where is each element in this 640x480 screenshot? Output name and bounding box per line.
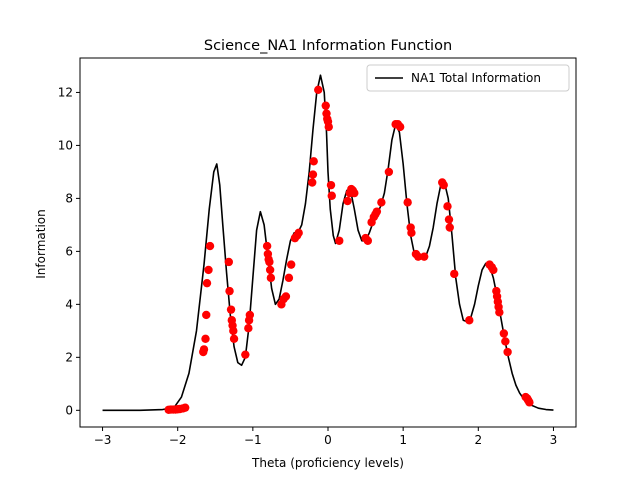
x-tick-label: 0 (324, 433, 332, 447)
scatter-point (395, 122, 405, 132)
y-tick-label: 12 (58, 85, 73, 99)
scatter-point (308, 170, 318, 179)
x-tick-label: 1 (399, 433, 407, 447)
scatter-point (309, 157, 318, 166)
scatter-point (266, 273, 276, 283)
scatter-point (226, 305, 236, 314)
scatter-point (377, 198, 386, 207)
y-tick-label: 4 (65, 297, 73, 311)
x-tick-label: −2 (169, 433, 187, 447)
scatter-point (525, 398, 534, 407)
series-line-total-information (102, 74, 554, 412)
scatter-point (501, 337, 510, 346)
y-axis-title: Information (34, 209, 48, 278)
scatter-point (284, 273, 294, 283)
scatter-point (443, 202, 452, 211)
scatter-point (181, 403, 190, 412)
scatter-point (262, 241, 272, 251)
scatter-point (465, 316, 474, 325)
y-tick-label: 6 (65, 244, 73, 258)
scatter-point (489, 265, 498, 275)
scatter-point (413, 252, 423, 261)
scatter-point (495, 308, 504, 317)
scatter-point (205, 241, 215, 251)
y-tick-label: 0 (65, 403, 73, 417)
scatter-point (407, 228, 416, 238)
scatter-point (224, 257, 233, 267)
x-tick-label: 2 (474, 433, 482, 447)
axes-frame (79, 57, 577, 428)
scatter-point (419, 252, 429, 261)
legend-label: NA1 Total Information (411, 71, 541, 85)
scatter-point (204, 265, 213, 275)
x-axis-title: Theta (proficiency levels) (251, 456, 404, 470)
y-axis: 0 2 4 6 8 10 12 (58, 85, 80, 417)
scatter-point (326, 180, 336, 190)
scatter-point (244, 323, 253, 333)
scatter-point (327, 191, 336, 200)
scatter-point (265, 265, 275, 275)
scatter-point (335, 236, 344, 245)
scatter-point (384, 167, 394, 177)
scatter-point (343, 196, 352, 206)
x-tick-label: −1 (244, 433, 262, 447)
scatter-point (321, 101, 330, 110)
scatter-point (350, 188, 359, 198)
legend: NA1 Total Information (366, 64, 570, 92)
scatter-point (445, 223, 454, 232)
y-tick-label: 8 (65, 191, 73, 205)
scatter-point (499, 329, 509, 338)
scatter-point (286, 260, 296, 269)
chart-title: Science_NA1 Information Function (204, 38, 452, 54)
scatter-point (202, 310, 211, 320)
scatter-point (241, 350, 250, 359)
scatter-point (444, 215, 454, 224)
scatter-point (439, 180, 448, 190)
scatter-point (324, 122, 333, 132)
scatter-point (503, 347, 512, 357)
scatter-point (201, 334, 210, 343)
scatter-point (229, 334, 239, 343)
x-tick-label: 3 (550, 433, 558, 447)
legend-box (366, 64, 570, 92)
scatter-point (199, 345, 209, 354)
scatter-point (294, 228, 303, 238)
y-tick-label: 2 (65, 350, 73, 364)
scatter-point (229, 326, 238, 336)
y-tick-label: 10 (58, 138, 73, 152)
scatter-point (245, 310, 255, 320)
scatter-point (225, 286, 234, 296)
scatter-point (308, 178, 317, 187)
scatter-point (314, 85, 323, 94)
scatter-point (281, 292, 291, 301)
scatter-point (265, 257, 274, 267)
scatter-point (363, 236, 373, 245)
scatter-point (202, 278, 212, 288)
x-axis: −3 −2 −1 0 1 2 3 (94, 427, 558, 447)
plot-area (102, 74, 554, 414)
scatter-point (403, 198, 412, 207)
scatter-point (450, 269, 459, 279)
x-tick-label: −3 (94, 433, 112, 447)
scatter-point (372, 207, 382, 216)
